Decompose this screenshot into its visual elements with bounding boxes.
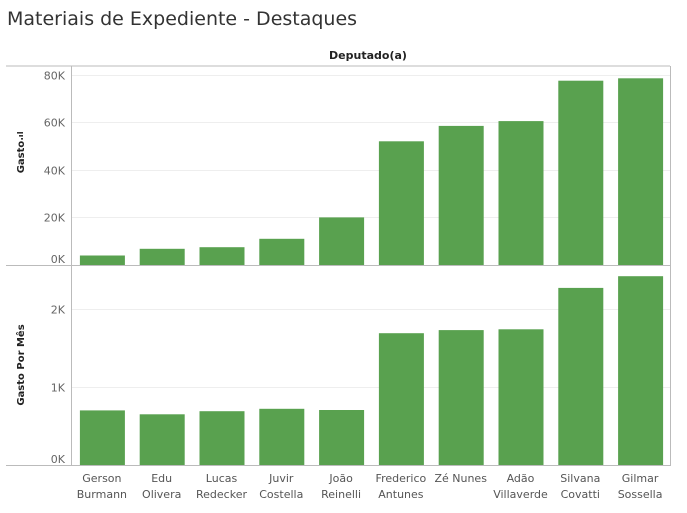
x-category-label: Edu bbox=[151, 472, 172, 485]
x-category-label: Sossella bbox=[618, 488, 663, 501]
bar bbox=[319, 217, 365, 265]
y-tick-label: 20K bbox=[44, 212, 66, 225]
x-category-label: Gilmar bbox=[622, 472, 659, 485]
bar bbox=[139, 248, 185, 265]
y-tick-label: 60K bbox=[44, 117, 66, 130]
x-category-label: Olivera bbox=[142, 488, 181, 501]
x-category-label: Gerson bbox=[82, 472, 121, 485]
y-tick-label: 80K bbox=[44, 70, 66, 83]
bar bbox=[378, 333, 424, 465]
x-category-label: Villaverde bbox=[493, 488, 548, 501]
x-category-label: Redecker bbox=[196, 488, 247, 501]
bar bbox=[618, 276, 664, 465]
x-category-label: Adão bbox=[507, 472, 535, 485]
x-category-label: Lucas bbox=[206, 472, 238, 485]
y-axis-title: Gasto bbox=[16, 141, 27, 174]
x-category-label: Silvana bbox=[560, 472, 600, 485]
bar bbox=[139, 414, 185, 465]
chart-title: Materiais de Expediente - Destaques bbox=[7, 8, 358, 30]
bar bbox=[378, 141, 424, 265]
x-category-label: Covatti bbox=[561, 488, 600, 501]
bar bbox=[79, 410, 125, 465]
x-category-label: Juvir bbox=[268, 472, 294, 485]
bar bbox=[618, 78, 664, 265]
bar bbox=[498, 121, 544, 265]
bar bbox=[259, 408, 305, 465]
y-tick-label: 0K bbox=[51, 453, 66, 466]
bar bbox=[558, 287, 604, 465]
y-tick-label: 0K bbox=[51, 253, 66, 266]
column-header: Deputado(a) bbox=[329, 49, 407, 62]
x-category-label: Frederico bbox=[376, 472, 427, 485]
x-category-label: Antunes bbox=[378, 488, 424, 501]
bar bbox=[259, 238, 305, 265]
x-category-label: Costella bbox=[259, 488, 303, 501]
y-tick-label: 40K bbox=[44, 165, 66, 178]
bar bbox=[319, 410, 365, 465]
bar bbox=[199, 411, 245, 465]
bar bbox=[438, 330, 484, 465]
x-category-label: João bbox=[328, 472, 353, 485]
y-axis-label: Gasto Por Mês bbox=[15, 324, 27, 405]
x-category-label: Burmann bbox=[77, 488, 127, 501]
bar bbox=[199, 247, 245, 265]
x-category-label: Reinelli bbox=[321, 488, 361, 501]
bar bbox=[79, 255, 125, 265]
y-tick-label: 2K bbox=[51, 304, 66, 317]
sort-descending-icon[interactable] bbox=[17, 132, 23, 140]
y-axis-label: Gasto bbox=[16, 141, 27, 174]
bar bbox=[558, 80, 604, 265]
y-axis-title: Gasto Por Mês bbox=[15, 324, 27, 405]
bar bbox=[498, 329, 544, 465]
y-tick-label: 1K bbox=[51, 382, 66, 395]
bar bbox=[438, 125, 484, 266]
x-category-label: Zé Nunes bbox=[434, 472, 487, 485]
